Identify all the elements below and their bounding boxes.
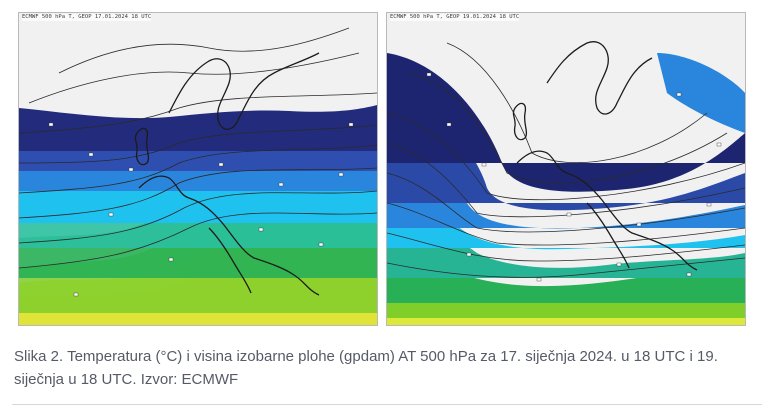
band-mild-cool xyxy=(387,153,745,250)
coastlines xyxy=(134,52,320,296)
divider xyxy=(12,404,762,405)
europe-coast xyxy=(138,175,320,296)
figure-caption: Slika 2. Temperatura (°C) i visina izoba… xyxy=(14,348,718,388)
band-cool-east xyxy=(657,53,745,133)
map-header-jan17: ECMWF 500 hPa T, GEOP 17.01.2024 18 UTC xyxy=(22,14,152,21)
band-moderate xyxy=(387,248,745,303)
band-mild xyxy=(387,213,745,278)
band-very-cold xyxy=(19,105,377,151)
italy-coast xyxy=(586,202,630,269)
scandinavia-coast xyxy=(168,52,320,130)
britain-coast xyxy=(134,127,150,166)
italy-coast xyxy=(208,227,252,294)
band-very-cold xyxy=(387,53,745,192)
coastlines xyxy=(512,41,698,271)
britain-coast xyxy=(512,102,528,141)
band-cold xyxy=(387,93,745,211)
map-panel-jan19: ECMWF 500 hPa T, GEOP 19.01.2024 18 UTC xyxy=(386,12,746,326)
isolines xyxy=(19,27,377,269)
map-panel-jan17: ECMWF 500 hPa T, GEOP 17.01.2024 18 UTC xyxy=(18,12,378,326)
station-markers xyxy=(426,72,722,282)
scandinavia-coast xyxy=(546,41,653,115)
station-markers xyxy=(48,122,354,297)
band-cool xyxy=(387,123,745,229)
isolines xyxy=(387,42,745,278)
temperature-map-jan19 xyxy=(387,13,745,325)
temperature-map-jan17 xyxy=(19,13,377,325)
europe-coast xyxy=(516,150,698,271)
map-header-jan19: ECMWF 500 hPa T, GEOP 19.01.2024 18 UTC xyxy=(390,14,520,21)
